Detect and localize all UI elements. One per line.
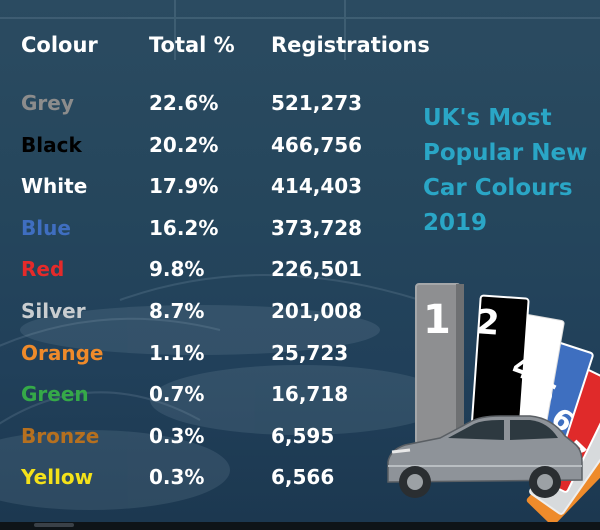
row-total-percent: 9.8%: [149, 257, 205, 282]
row-colour-name: Bronze: [21, 423, 100, 448]
row-colour-name: Black: [21, 132, 82, 157]
row-registrations: 226,501: [271, 257, 363, 282]
row-registrations: 6,595: [271, 423, 335, 448]
header-total-percent: Total %: [149, 33, 235, 57]
title-line: Car Colours: [423, 175, 573, 201]
row-total-percent: 0.3%: [149, 423, 205, 448]
row-colour-name: Yellow: [21, 465, 94, 490]
row-colour-name: Blue: [21, 215, 71, 240]
title-line: 2019: [423, 210, 488, 236]
swatch-number-1: 1: [423, 297, 451, 343]
title-line: Popular New: [423, 140, 588, 166]
title-line: UK's Most: [423, 105, 552, 131]
row-registrations: 201,008: [271, 299, 363, 323]
row-total-percent: 16.2%: [149, 215, 219, 240]
row-registrations: 521,273: [271, 91, 363, 115]
row-registrations: 414,403: [271, 174, 363, 199]
row-colour-name: Red: [21, 257, 65, 282]
row-colour-name: White: [21, 174, 88, 199]
bottom-bar: [0, 522, 600, 530]
row-colour-name: Grey: [21, 91, 74, 115]
car-illustration: [387, 415, 583, 498]
row-registrations: 373,728: [271, 215, 363, 240]
row-colour-name: Green: [21, 382, 89, 407]
row-registrations: 25,723: [271, 340, 349, 365]
row-total-percent: 1.1%: [149, 340, 205, 365]
bottom-bar-handle: [34, 523, 74, 527]
row-total-percent: 0.7%: [149, 382, 205, 407]
row-total-percent: 8.7%: [149, 299, 205, 323]
swatch-grey-edge: [456, 284, 464, 444]
infographic-title: UK's Most Popular New Car Colours 2019: [423, 101, 598, 241]
row-registrations: 466,756: [271, 132, 363, 157]
header-colour: Colour: [21, 33, 98, 57]
row-registrations: 6,566: [271, 465, 335, 490]
swatch-number-2: 2: [474, 302, 500, 344]
header-registrations: Registrations: [271, 33, 430, 57]
row-total-percent: 20.2%: [149, 132, 219, 157]
row-total-percent: 0.3%: [149, 465, 205, 490]
row-total-percent: 17.9%: [149, 174, 219, 199]
row-total-percent: 22.6%: [149, 91, 219, 115]
row-colour-name: Silver: [21, 299, 86, 323]
row-colour-name: Orange: [21, 340, 104, 365]
row-registrations: 16,718: [271, 382, 349, 407]
